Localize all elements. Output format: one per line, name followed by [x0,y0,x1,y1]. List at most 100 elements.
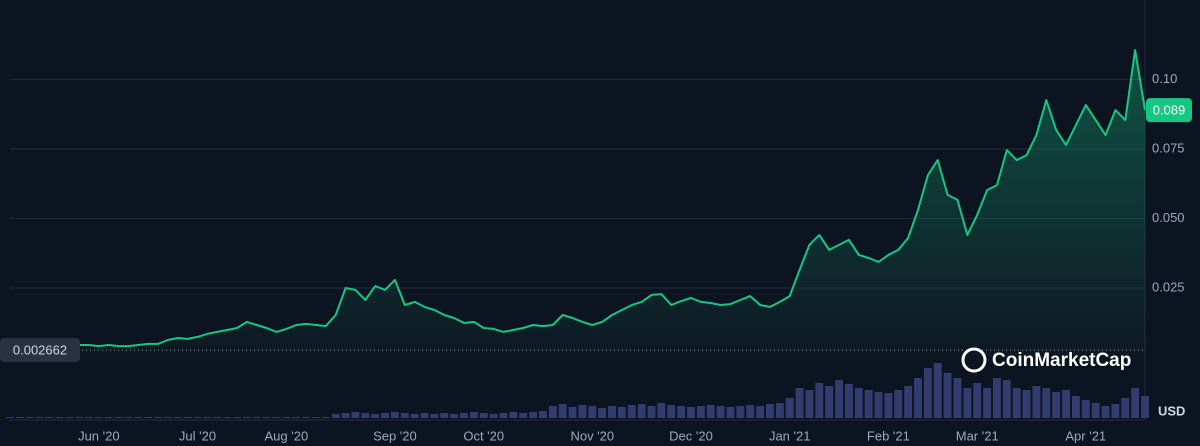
volume-bar [390,412,399,418]
volume-bar [312,417,320,418]
volume-bar [1121,398,1130,418]
volume-bar [844,384,853,418]
volume-bar [637,404,646,418]
start-price-tag [0,338,80,363]
x-tick-label: Jul '20 [179,428,216,443]
volume-bar [1091,403,1100,418]
volume-bar [529,412,538,418]
volume-bar [361,413,370,418]
volume-bar [795,388,804,418]
volume-bar [657,403,666,418]
volume-bar [292,417,301,418]
x-tick-label: Jun '20 [78,428,120,443]
volume-bar [726,407,735,418]
x-tick-label: Dec '20 [669,428,713,443]
volume-bar [163,417,172,418]
volume-bar [25,417,34,418]
volume-bar [627,405,636,418]
volume-bar [341,413,350,418]
volume-bar [1071,396,1080,418]
volume-bar [45,417,54,418]
volume-bar [815,383,824,418]
currency-label: USD [1158,403,1185,418]
start-price-label: 0.002662 [13,343,67,358]
volume-bar [785,398,794,418]
logo-text: CoinMarketCap [992,350,1131,371]
volume-bar [1131,388,1140,418]
y-tick-label: 0.025 [1152,279,1185,294]
volume-bar [489,414,498,418]
volume-bar [233,417,241,418]
volume-bar [519,413,528,418]
volume-bar [1111,404,1120,418]
volume-bar [598,408,607,418]
volume-bar [667,405,676,418]
volume-bar [242,417,251,418]
volume-bar [440,413,449,418]
volume-bar [124,417,133,418]
volume-bar [864,390,873,418]
volume-bar [608,406,616,418]
volume-bar [351,412,360,418]
volume-bar [65,417,74,418]
volume-bar [282,417,291,418]
volume-bar [953,378,962,418]
y-tick-label: 0.075 [1152,140,1185,155]
y-tick-label: 0.050 [1152,210,1185,225]
volume-bar [914,378,922,418]
volume-bar [94,417,103,418]
volume-bar [1002,380,1011,418]
volume-bar [539,411,547,418]
volume-bar [884,393,893,418]
volume-bar [756,406,765,418]
volume-bar [262,417,271,418]
volume-bar [499,413,508,418]
volume-bar [696,406,705,418]
volume-bar [1141,396,1149,418]
volume-bar [15,417,24,418]
volume-bar [203,417,212,418]
volume-bar [193,417,202,418]
volume-bar [75,417,84,418]
volume-bar [35,417,44,418]
volume-bar [973,383,982,418]
x-tick-label: Sep '20 [373,428,417,443]
volume-bar [252,417,261,418]
volume-bar [400,413,409,418]
volume-bar [775,403,784,418]
volume-bar [469,412,478,418]
volume-bar [154,417,162,418]
volume-bar [716,406,725,418]
volume-bar [1032,386,1041,418]
volume-bar [55,417,64,418]
volume-bar [371,414,380,418]
volume-bar [183,417,192,418]
y-tick-label: 0.10 [1152,71,1177,86]
x-tick-label: Nov '20 [570,428,614,443]
volume-bar [706,405,715,418]
volume-bar [509,412,518,418]
volume-bar [381,413,389,418]
volume-bar [173,417,182,418]
volume-bar [410,414,419,418]
volume-bar [1052,392,1061,418]
volume-bar [677,406,686,418]
volume-bar [272,417,281,418]
volume-bar [134,417,143,418]
volume-bar [766,404,774,418]
volume-bar [578,405,587,418]
x-tick-label: Oct '20 [463,428,504,443]
volume-bar [104,417,113,418]
volume-bar [993,378,1001,418]
volume-bar [331,414,340,418]
x-tick-label: Jan '21 [769,428,811,443]
volume-bar [963,388,972,418]
volume-bar [6,417,14,418]
volume-bar [1101,406,1110,418]
volume-bar [460,413,468,418]
volume-bar [479,413,488,418]
volume-bar [617,407,626,418]
volume-bar [321,417,330,418]
volume-bar [1022,390,1031,418]
